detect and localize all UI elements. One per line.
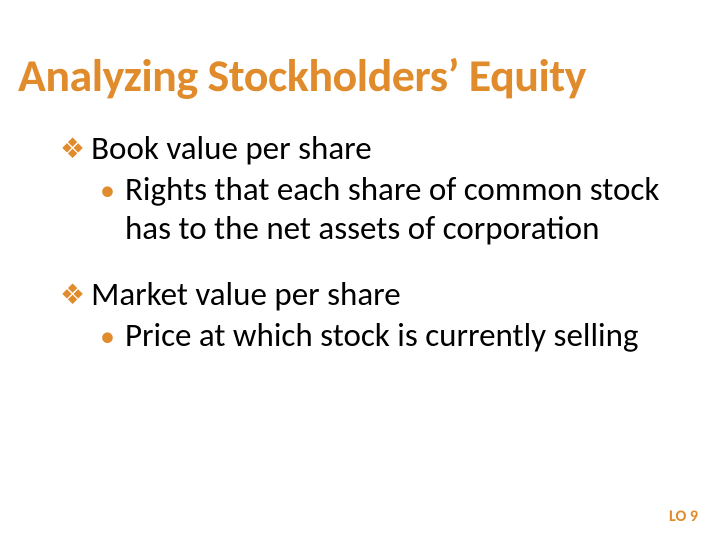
item-heading: Market value per share (91, 276, 401, 314)
sub-item-row: • Rights that each share of common stock… (100, 170, 680, 248)
diamond-bullet-icon: ❖ (60, 133, 85, 165)
sub-item-text: Price at which stock is currently sellin… (125, 316, 639, 355)
list-item: ❖ Book value per share • Rights that eac… (60, 130, 680, 248)
item-heading-row: ❖ Market value per share (60, 276, 680, 314)
sub-item-text: Rights that each share of common stock h… (125, 170, 680, 248)
dot-bullet-icon: • (100, 176, 115, 206)
footer-label: LO 9 (669, 507, 698, 526)
slide-title: Analyzing Stockholders’ Equity (18, 52, 586, 100)
item-heading-row: ❖ Book value per share (60, 130, 680, 168)
item-heading: Book value per share (91, 130, 372, 168)
diamond-bullet-icon: ❖ (60, 279, 85, 311)
sub-item-row: • Price at which stock is currently sell… (100, 316, 680, 355)
dot-bullet-icon: • (100, 322, 115, 352)
slide-body: ❖ Book value per share • Rights that eac… (60, 130, 680, 383)
slide: Analyzing Stockholders’ Equity ❖ Book va… (0, 0, 720, 540)
list-item: ❖ Market value per share • Price at whic… (60, 276, 680, 355)
